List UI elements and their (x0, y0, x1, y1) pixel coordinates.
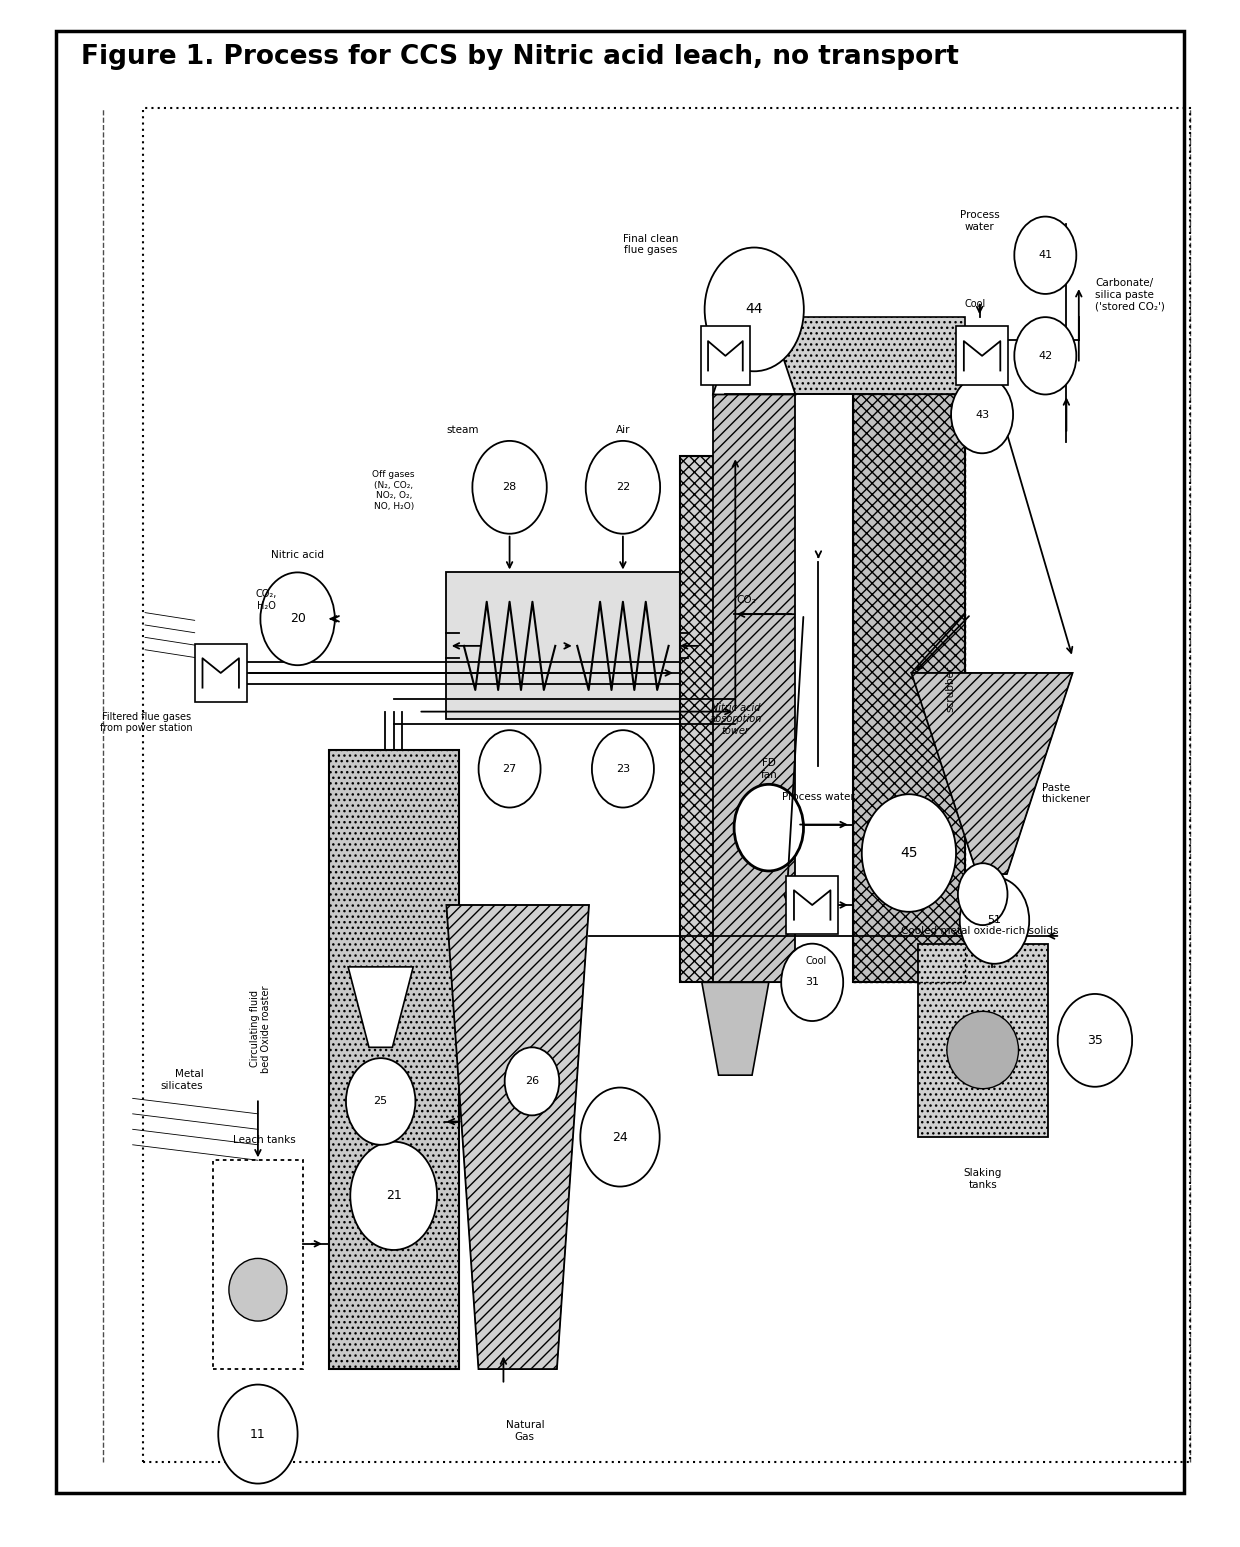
Ellipse shape (947, 1012, 1018, 1089)
Text: 28: 28 (502, 483, 517, 492)
Bar (853, 394, 965, 982)
Circle shape (781, 944, 843, 1021)
Text: 42: 42 (1038, 351, 1053, 360)
Circle shape (591, 730, 653, 808)
Circle shape (1014, 317, 1076, 394)
Text: 44: 44 (745, 302, 763, 317)
Circle shape (957, 863, 1007, 925)
Text: Air: Air (616, 425, 630, 435)
Circle shape (346, 1058, 415, 1145)
Circle shape (260, 572, 335, 665)
Circle shape (505, 1047, 559, 1115)
Text: Nitric acid: Nitric acid (272, 551, 324, 560)
Text: 45: 45 (900, 846, 918, 860)
Circle shape (350, 1142, 438, 1250)
Text: steam: steam (446, 425, 479, 435)
Circle shape (862, 794, 956, 911)
Text: Cool: Cool (963, 300, 986, 309)
Text: 35: 35 (1087, 1033, 1102, 1047)
Text: CO₂,
H₂O: CO₂, H₂O (255, 589, 278, 611)
Text: 23: 23 (616, 764, 630, 774)
Bar (446, 572, 688, 719)
Text: 43: 43 (975, 410, 990, 419)
Text: Filtered flue gases
from power station: Filtered flue gases from power station (100, 712, 192, 733)
Text: 24: 24 (613, 1131, 627, 1143)
Ellipse shape (229, 1258, 286, 1321)
Circle shape (472, 441, 547, 534)
Text: Paste
thickener: Paste thickener (1042, 783, 1091, 804)
Text: Slaking
tanks: Slaking tanks (963, 1168, 1002, 1190)
Circle shape (704, 248, 804, 371)
Circle shape (960, 877, 1029, 964)
Bar (918, 944, 1048, 1137)
Text: 21: 21 (386, 1190, 402, 1202)
Text: 27: 27 (502, 764, 517, 774)
Text: Nitric acid
absorption
tower: Nitric acid absorption tower (709, 702, 761, 736)
Text: Natural
Gas: Natural Gas (506, 1420, 544, 1442)
Text: Leach tanks: Leach tanks (233, 1135, 295, 1145)
Bar (853, 394, 965, 982)
Bar (701, 326, 750, 385)
Polygon shape (713, 271, 796, 394)
Text: 20: 20 (290, 613, 305, 625)
Text: Process
water: Process water (960, 210, 999, 232)
Text: 22: 22 (616, 483, 630, 492)
Text: 41: 41 (1038, 251, 1053, 260)
Circle shape (580, 1088, 660, 1187)
Bar (213, 1160, 303, 1369)
Text: 26: 26 (525, 1077, 539, 1086)
Bar (143, 108, 1190, 1462)
Text: Final clean
flue gases: Final clean flue gases (624, 234, 678, 255)
Text: scrubber: scrubber (946, 665, 956, 712)
Bar (786, 876, 838, 934)
Text: CO₂: CO₂ (737, 596, 756, 605)
Circle shape (585, 441, 660, 534)
Circle shape (734, 784, 804, 871)
Bar (713, 317, 965, 394)
Text: 31: 31 (805, 978, 820, 987)
Bar (195, 644, 247, 702)
Circle shape (479, 730, 541, 808)
Bar (956, 326, 1008, 385)
Bar (329, 750, 459, 1369)
Text: Off gases
(N₂, CO₂,
NO₂, O₂,
NO, H₂O): Off gases (N₂, CO₂, NO₂, O₂, NO, H₂O) (372, 470, 415, 511)
Text: Metal
silicates: Metal silicates (161, 1069, 203, 1091)
Text: 25: 25 (373, 1097, 388, 1106)
Bar (713, 394, 796, 982)
Circle shape (218, 1385, 298, 1484)
Text: Process water: Process water (782, 792, 854, 801)
Circle shape (1014, 217, 1076, 294)
Polygon shape (911, 673, 1073, 874)
Text: 51: 51 (987, 916, 1002, 925)
Text: FD
fan: FD fan (760, 758, 777, 780)
Text: Cool: Cool (805, 956, 827, 965)
Polygon shape (348, 967, 413, 1047)
Bar (680, 456, 791, 982)
Text: Circulating fluid
bed Oxide roaster: Circulating fluid bed Oxide roaster (249, 985, 272, 1072)
Polygon shape (446, 905, 589, 1369)
Text: Cooled metal oxide-rich solids: Cooled metal oxide-rich solids (900, 927, 1059, 936)
Text: Figure 1. Process for CCS by Nitric acid leach, no transport: Figure 1. Process for CCS by Nitric acid… (81, 45, 959, 70)
Polygon shape (702, 982, 769, 1075)
Text: 11: 11 (250, 1428, 265, 1440)
Circle shape (1058, 995, 1132, 1086)
Text: Carbonate/
silica paste
('stored CO₂'): Carbonate/ silica paste ('stored CO₂') (1095, 278, 1164, 311)
Circle shape (951, 376, 1013, 453)
